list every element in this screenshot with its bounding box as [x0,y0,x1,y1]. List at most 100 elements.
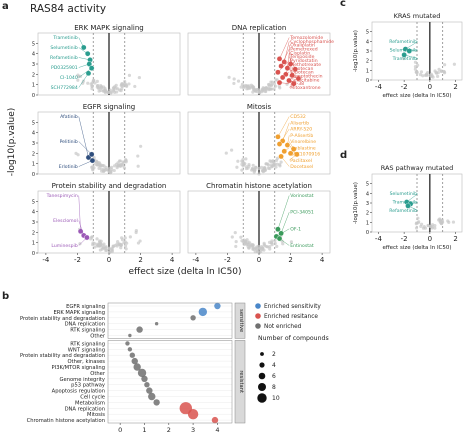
background-point [419,70,424,74]
y-tick-label: 1 [366,68,369,74]
enrichment-point [153,399,160,406]
label-leader [405,41,419,50]
enrichment-point [133,363,141,371]
enrichment-point [198,307,208,317]
background-point [250,168,254,172]
drug-label: Cisplatin [290,50,310,56]
background-point [235,165,239,169]
background-point [76,73,80,77]
drug-label: Vorinostat [290,193,313,199]
enrichment-point [127,347,133,352]
y-tick-label: 0 [32,93,35,99]
y-tick-label: 4 [32,131,35,137]
background-point [239,235,243,239]
background-point [96,86,101,90]
background-point [90,85,94,89]
row-label: Other, kinases [67,359,105,365]
background-point [120,82,125,86]
row-label: Chromatin histone acetylation [27,418,105,424]
row-label: Protein stability and degradation [20,316,105,322]
label-leader [282,71,290,78]
background-point [443,63,447,67]
background-point [122,160,126,164]
legend-size-swatch [258,372,266,380]
label-leader [78,67,92,78]
y-tick-label: 3 [32,141,35,147]
drug-label: GSK1070916 [290,152,320,158]
background-point [268,247,272,251]
x-tick-label: 3 [191,426,195,434]
background-point [264,87,268,91]
drug-label: ARRY-520 [290,127,312,133]
label-leader [289,153,291,155]
background-point [240,168,244,172]
label-leader [78,57,91,61]
drug-label: Trametinib [392,200,417,206]
row-label: ERK MAPK signaling [53,310,105,316]
background-point [139,144,143,148]
y-tick-label: 5 [32,199,35,205]
drug-label: PD0325901 [51,65,78,71]
background-point [402,56,406,61]
label-leader [285,64,290,75]
group-strip [234,340,246,424]
background-point [113,85,117,89]
background-point [95,242,99,246]
background-point [236,79,241,83]
background-point [136,164,140,168]
background-point [251,163,255,167]
background-point [133,84,137,89]
legend-size-swatch [258,383,266,391]
small-panel-title: KRAS mutated [394,12,441,20]
background-point [415,70,419,75]
background-point [242,162,246,167]
y-tick-label: 3 [32,62,35,68]
x-tick-label: -2 [74,256,81,264]
background-point [232,77,236,81]
y-tick-label: 2 [32,151,35,157]
background-point [97,166,101,171]
background-point [90,81,94,85]
background-point [419,224,423,229]
x-tick-label: -4 [42,256,50,264]
row-label: Cell cycle [80,395,105,401]
row-label: DNA replication [65,406,105,412]
x-tick-label: 4 [215,426,219,434]
y-tick-label: 5 [366,30,369,36]
background-point [277,84,281,88]
background-point [272,164,276,168]
background-point [116,240,120,244]
drug-label: Paclitaxel [290,158,312,164]
background-point [138,239,142,243]
background-point [424,73,429,77]
enrichment-point [141,375,148,382]
background-point [253,250,257,254]
label-leader [277,195,290,230]
background-point [240,239,244,243]
highlight-point [276,56,283,62]
label-leader [287,135,290,146]
group-frame [107,302,233,339]
y-tick-label: 5 [32,120,35,126]
background-point [262,241,266,245]
label-leader [279,128,290,145]
label-leader [284,147,290,152]
small-panel-xlabel: effect size (delta ln IC50) [382,245,451,251]
background-point [246,166,250,170]
background-point [247,84,251,88]
label-leader [78,63,90,68]
highlight-point [84,50,91,57]
row-label: Other [90,371,106,377]
label-leader [287,52,290,69]
background-point [263,89,267,93]
background-point [434,70,438,75]
panel-letter-b: b [2,291,9,302]
y-tick-label: 1 [32,241,35,247]
x-tick-label: -2 [401,235,408,243]
background-point [259,249,263,254]
drug-label: Elesclomol [53,218,78,224]
background-point [233,231,237,235]
background-point [124,247,128,251]
background-point [257,166,261,171]
